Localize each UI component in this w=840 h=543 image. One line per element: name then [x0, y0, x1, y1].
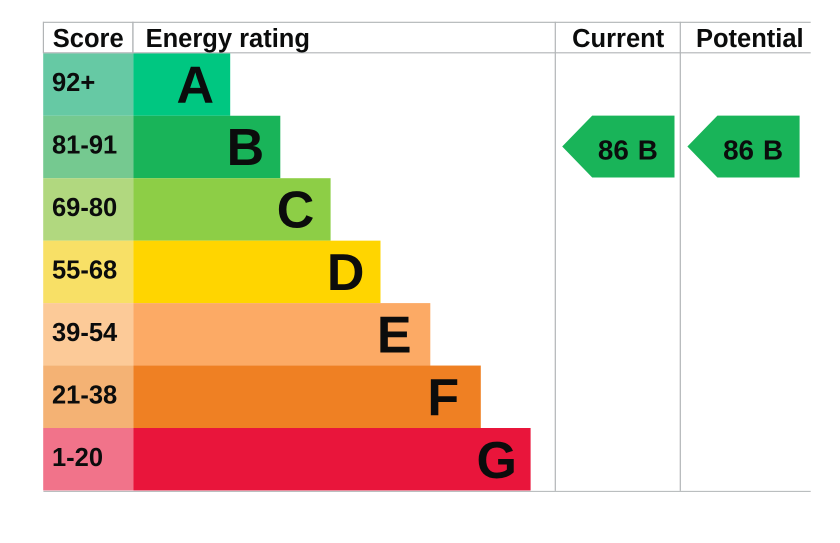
svg-text:55-68: 55-68 — [52, 257, 117, 285]
svg-text:Potential: Potential — [696, 25, 804, 53]
svg-text:B: B — [638, 135, 658, 166]
svg-text:81-91: 81-91 — [52, 132, 117, 160]
svg-text:Energy rating: Energy rating — [146, 25, 310, 53]
svg-text:E: E — [377, 306, 412, 364]
svg-text:92+: 92+ — [52, 69, 95, 97]
svg-text:A: A — [177, 57, 215, 115]
svg-text:21-38: 21-38 — [52, 381, 117, 409]
svg-text:B: B — [227, 119, 265, 177]
svg-text:39-54: 39-54 — [52, 319, 118, 347]
svg-text:86: 86 — [723, 135, 754, 166]
svg-text:Score: Score — [53, 25, 124, 53]
svg-text:1-20: 1-20 — [52, 444, 103, 472]
svg-text:G: G — [476, 432, 516, 490]
svg-text:Current: Current — [572, 25, 665, 53]
svg-text:69-80: 69-80 — [52, 194, 117, 222]
svg-text:C: C — [277, 182, 315, 240]
svg-text:D: D — [327, 244, 365, 302]
svg-text:F: F — [427, 369, 459, 427]
svg-text:B: B — [763, 135, 783, 166]
svg-text:86: 86 — [598, 135, 629, 166]
